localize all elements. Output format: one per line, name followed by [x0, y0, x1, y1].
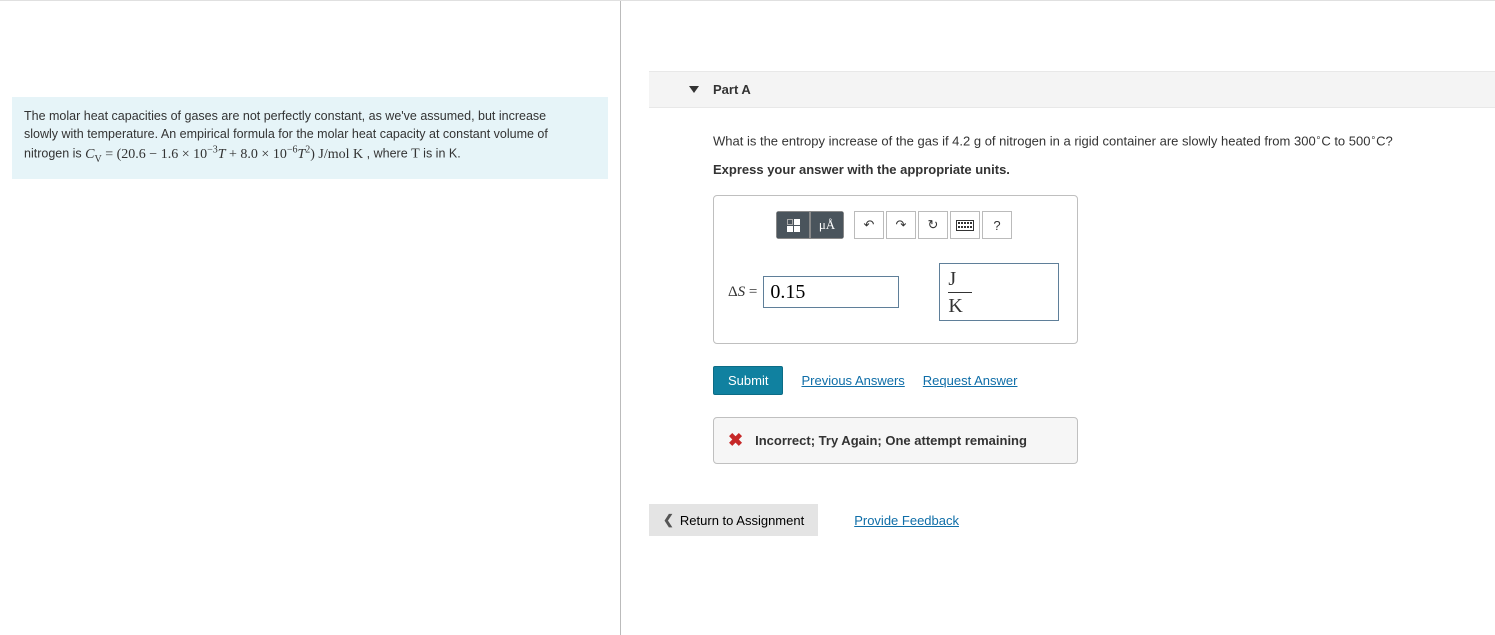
templates-icon: [787, 219, 800, 232]
feedback-box: ✖ Incorrect; Try Again; One attempt rema…: [713, 417, 1078, 464]
symbols-button[interactable]: μÅ: [810, 211, 844, 239]
q-prefix: What is the entropy increase of the gas …: [713, 133, 1316, 148]
part-title: Part A: [713, 82, 751, 97]
q-c2: C: [1376, 133, 1385, 148]
answer-box: μÅ ↶ ↷ ↻ ? ΔS =: [713, 195, 1078, 344]
formula-units: ) J/mol K: [310, 147, 363, 162]
part-body: What is the entropy increase of the gas …: [649, 108, 1495, 464]
answer-row: ΔS = J K: [714, 251, 1077, 325]
help-button[interactable]: ?: [982, 211, 1012, 239]
chevron-down-icon: [689, 86, 699, 93]
unit-input[interactable]: J K: [939, 263, 1059, 321]
problem-line2: slowly with temperature. An empirical fo…: [24, 127, 548, 141]
answer-panel: Part A What is the entropy increase of t…: [621, 1, 1495, 635]
main-container: The molar heat capacities of gases are n…: [0, 1, 1495, 635]
problem-var-t: T: [411, 147, 420, 162]
q-c1: C: [1321, 133, 1330, 148]
formula-c: C: [85, 147, 94, 162]
templates-button[interactable]: [776, 211, 810, 239]
return-label: Return to Assignment: [680, 513, 804, 528]
unit-denominator: K: [948, 296, 962, 316]
formula-t1: T: [218, 147, 226, 162]
answer-value-input[interactable]: [763, 276, 899, 308]
problem-formula: CV = (20.6 − 1.6 × 10−3T + 8.0 × 10−6T2)…: [85, 147, 367, 162]
formula-sub-v: V: [95, 154, 102, 165]
equation-toolbar: μÅ ↶ ↷ ↻ ?: [714, 196, 1077, 251]
problem-line3-suffix-after: is in K.: [420, 147, 461, 161]
formula-plus: + 8.0 × 10: [226, 147, 287, 162]
submit-button[interactable]: Submit: [713, 366, 783, 395]
formula-exp1: −3: [207, 144, 218, 155]
return-to-assignment-button[interactable]: ❮ Return to Assignment: [649, 504, 818, 536]
delta-symbol: Δ: [728, 284, 738, 300]
undo-button[interactable]: ↶: [854, 211, 884, 239]
question-text: What is the entropy increase of the gas …: [713, 132, 1455, 148]
unit-numerator: J: [948, 269, 956, 289]
toolbar-group-templates: μÅ: [776, 211, 844, 239]
problem-panel: The molar heat capacities of gases are n…: [0, 1, 620, 635]
request-answer-link[interactable]: Request Answer: [923, 373, 1018, 388]
formula-exp2: −6: [287, 144, 298, 155]
keyboard-button[interactable]: [950, 211, 980, 239]
problem-line3-prefix: nitrogen is: [24, 147, 85, 161]
previous-answers-link[interactable]: Previous Answers: [801, 373, 904, 388]
action-row: Submit Previous Answers Request Answer: [713, 366, 1455, 395]
problem-line1: The molar heat capacities of gases are n…: [24, 109, 546, 123]
chevron-left-icon: ❮: [663, 512, 674, 528]
keyboard-icon: [956, 220, 974, 231]
problem-statement: The molar heat capacities of gases are n…: [12, 97, 608, 179]
equals-symbol: =: [745, 284, 757, 300]
q-mark: ?: [1386, 133, 1393, 148]
redo-button[interactable]: ↷: [886, 211, 916, 239]
part-header[interactable]: Part A: [649, 71, 1495, 108]
answer-lhs: ΔS =: [728, 284, 757, 301]
provide-feedback-link[interactable]: Provide Feedback: [854, 513, 959, 528]
formula-eq: = (20.6 − 1.6 × 10: [102, 147, 207, 162]
q-mid: to 500: [1331, 133, 1371, 148]
feedback-text: Incorrect; Try Again; One attempt remain…: [755, 433, 1027, 448]
answer-instruction: Express your answer with the appropriate…: [713, 162, 1455, 177]
footer-row: ❮ Return to Assignment Provide Feedback: [649, 504, 1495, 536]
problem-line3-suffix-pre: , where: [367, 147, 411, 161]
incorrect-icon: ✖: [728, 430, 743, 451]
fraction-bar: [948, 292, 972, 293]
reset-button[interactable]: ↻: [918, 211, 948, 239]
